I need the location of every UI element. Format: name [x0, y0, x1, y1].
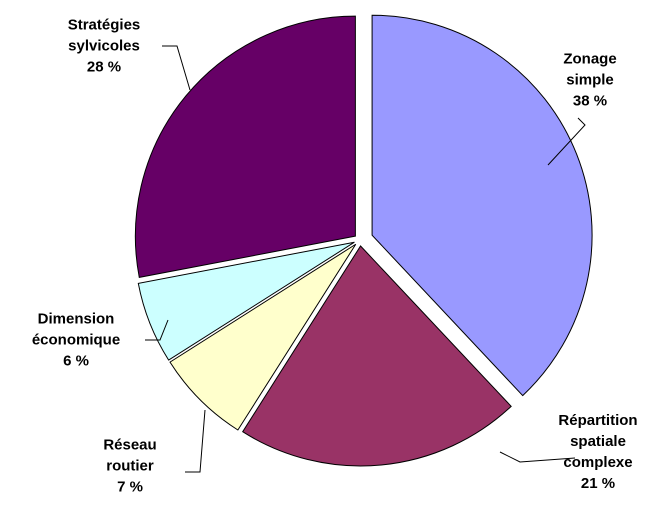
- label-group: Répartition spatiale complexe 21 %: [541, 410, 656, 494]
- pie-slice: [371, 14, 593, 397]
- value-label: 28 %: [86, 58, 122, 76]
- leader-line: [145, 319, 169, 341]
- leader-line: [185, 409, 206, 473]
- category-label: Stratégies sylvicoles: [67, 16, 141, 55]
- category-label: Zonage simple: [563, 50, 617, 89]
- leader-line: [162, 45, 191, 91]
- value-label: 38 %: [572, 92, 608, 110]
- pie-slice: [137, 241, 355, 361]
- label-group: Zonage simple 38 %: [540, 49, 640, 112]
- category-label: Répartition spatiale complexe: [558, 412, 638, 471]
- leader-line: [499, 451, 576, 463]
- value-label: 6 %: [63, 352, 89, 370]
- pie-slice: [241, 245, 512, 467]
- value-label: 21 %: [580, 475, 616, 492]
- value-label: 7 %: [117, 478, 143, 496]
- label-group: Stratégies sylvicoles 28 %: [54, 15, 154, 78]
- label-group: Dimension économique 6 %: [16, 309, 136, 372]
- pie-slice: [134, 15, 356, 278]
- label-group: Réseau routier 7 %: [90, 435, 170, 498]
- category-label: Réseau routier: [103, 436, 157, 475]
- pie-slice: [169, 243, 357, 431]
- category-label: Dimension économique: [31, 310, 121, 349]
- leader-line: [547, 117, 586, 166]
